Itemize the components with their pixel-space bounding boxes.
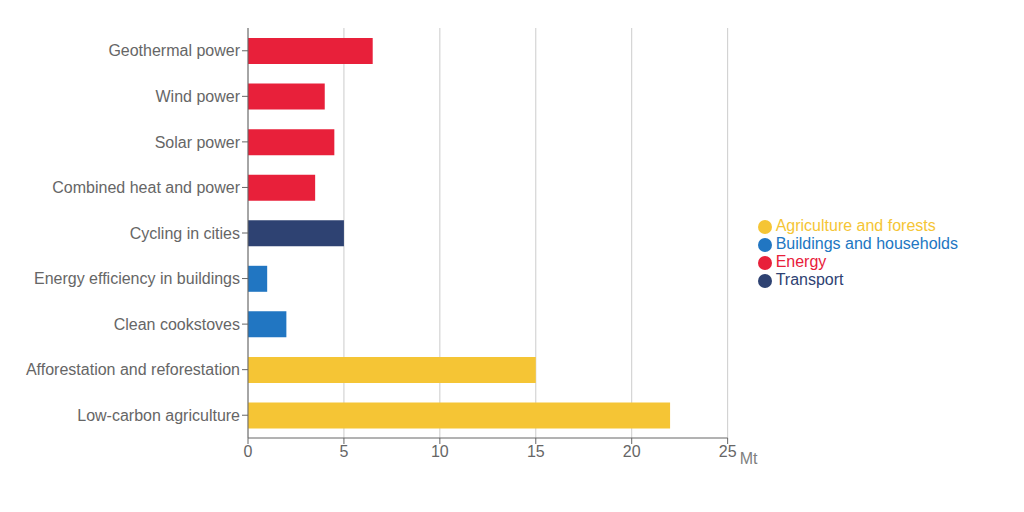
- svg-text:Wind power: Wind power: [156, 88, 241, 105]
- html-text:Energy: Energy: [775, 253, 827, 270]
- html-text:Transport: Transport: [775, 271, 844, 288]
- svg-text:5: 5: [339, 443, 348, 460]
- svg-text:0: 0: [244, 443, 253, 460]
- svg-text:Solar power: Solar power: [155, 134, 241, 151]
- svg-text:Combined heat and power: Combined heat and power: [52, 179, 240, 196]
- svg-text:Afforestation and reforestatio: Afforestation and reforestation: [26, 361, 240, 378]
- svg-text:20: 20: [623, 443, 641, 460]
- svg-text:Mt: Mt: [740, 450, 758, 467]
- html-text:Agriculture and forests: Agriculture and forests: [775, 217, 936, 234]
- svg-text:25: 25: [719, 443, 737, 460]
- svg-text:Geothermal power: Geothermal power: [108, 42, 240, 59]
- html-text:Buildings and households: Buildings and households: [775, 235, 958, 252]
- svg-text:Clean cookstoves: Clean cookstoves: [114, 316, 240, 333]
- svg-text:Cycling in cities: Cycling in cities: [130, 225, 240, 242]
- svg-text:Low-carbon agriculture: Low-carbon agriculture: [77, 407, 240, 424]
- svg-text:Energy efficiency in buildings: Energy efficiency in buildings: [34, 270, 240, 287]
- svg-text:15: 15: [527, 443, 545, 460]
- svg-text:10: 10: [431, 443, 449, 460]
